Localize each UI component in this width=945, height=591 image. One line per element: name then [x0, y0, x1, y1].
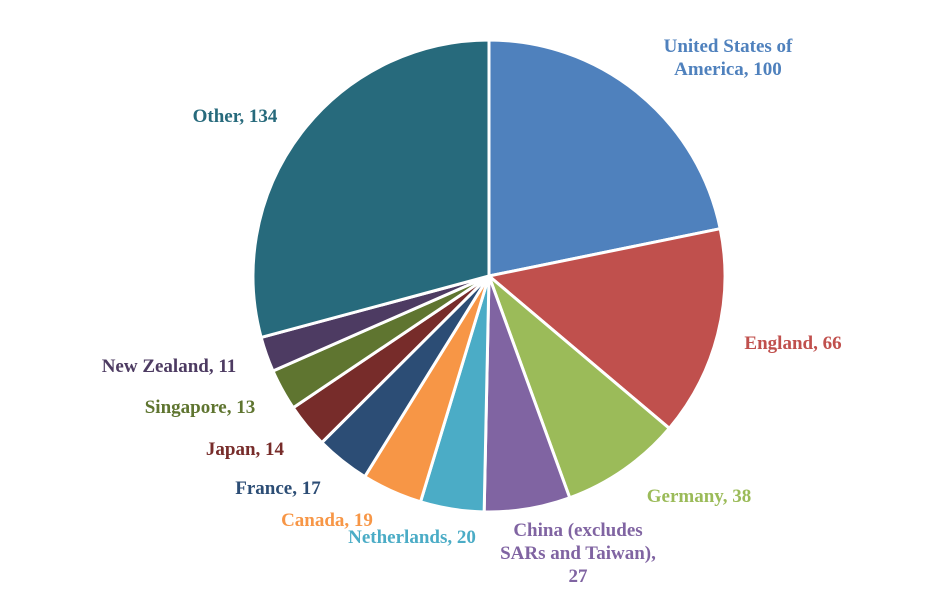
pie-label-line: Japan, 14 — [206, 439, 285, 460]
pie-label-japan: Japan, 14 — [206, 439, 285, 460]
pie-label-germany: Germany, 38 — [647, 486, 752, 507]
pie-slices — [251, 38, 727, 514]
pie-label-line: England, 66 — [744, 333, 841, 354]
pie-label-canada: Canada, 19 — [281, 510, 373, 531]
pie-label-line: Singapore, 13 — [145, 397, 256, 418]
pie-label-line: America, 100 — [674, 59, 782, 80]
pie-labels: United States of America, 100 England, 66 G… — [102, 36, 842, 587]
pie-label-line: Canada, 19 — [281, 510, 373, 531]
pie-slice-other — [251, 38, 491, 339]
pie-label-china-excludes-sars-and-taiwan: China (excludes SARs and Taiwan), 27 — [500, 520, 656, 587]
pie-slice-germany — [487, 274, 671, 500]
pie-label-netherlands: Netherlands, 20 — [348, 527, 476, 548]
pie-label-new-zealand: New Zealand, 11 — [102, 356, 237, 377]
pie-label-line: China (excludes — [513, 520, 642, 541]
pie-label-line: 27 — [569, 566, 589, 587]
pie-label-line: France, 17 — [235, 478, 321, 499]
pie-label-united-states-of-america: United States of America, 100 — [664, 36, 793, 80]
pie-label-singapore: Singapore, 13 — [145, 397, 256, 418]
pie-slice-england — [487, 227, 727, 430]
pie-label-line: Other, 134 — [193, 106, 278, 127]
pie-label-france: France, 17 — [235, 478, 321, 499]
pie-label-line: SARs and Taiwan), — [500, 543, 656, 564]
pie-label-england: England, 66 — [744, 333, 841, 354]
pie-label-other: Other, 134 — [193, 106, 278, 127]
pie-label-line: New Zealand, 11 — [102, 356, 237, 377]
pie-label-line: Netherlands, 20 — [348, 527, 476, 548]
pie-label-line: United States of — [664, 36, 793, 57]
pie-slice-united-states-of-america — [487, 38, 722, 278]
pie-label-line: Germany, 38 — [647, 486, 752, 507]
